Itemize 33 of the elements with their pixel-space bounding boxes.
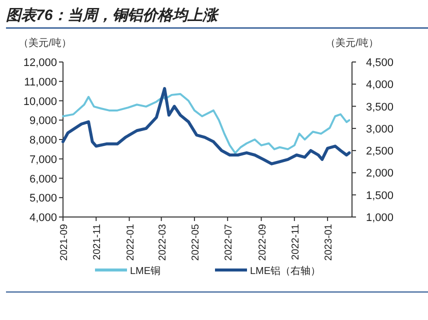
x-tick-label: 2022-05 [190,224,202,261]
y-tick-label: 7,000 [29,154,57,166]
y-tick-label: 9,000 [29,115,57,128]
y-tick-label: 12,000 [23,57,57,69]
x-tick-label: 2022-07 [224,224,235,261]
y2-tick-label: 3,000 [366,123,394,136]
y-axis-title: （美元/吨） [18,37,72,49]
x-tick-label: 2021-09 [59,224,70,261]
legend-label: LME铜 [130,266,161,277]
y-tick-label: 8,000 [29,134,57,146]
legend-label: LME铝（右轴） [250,265,321,277]
y2-tick-label: 4,500 [366,57,394,69]
y2-axis-title: （美元/吨） [326,37,378,49]
y2-tick-label: 1,500 [366,190,394,202]
x-tick-label: 2022-01 [125,224,136,261]
x-tick-label: 2022-09 [257,224,268,261]
y-tick-label: 4,000 [29,212,57,224]
y2-tick-label: 3,500 [366,101,394,114]
line-series [62,92,350,154]
x-tick-label: 2022-11 [290,224,302,260]
y-tick-label: 11,000 [24,76,57,88]
y-tick-label: 10,000 [23,96,57,108]
y2-tick-label: 2,000 [366,168,394,180]
x-tick-label: 2021-11 [92,224,104,260]
y2-tick-label: 4,000 [366,79,394,92]
y2-tick-label: 2,500 [366,146,394,158]
y-tick-label: 6,000 [29,173,57,186]
x-tick-label: 2022-03 [157,224,168,261]
y2-tick-label: 1,000 [366,212,394,224]
line-series [62,87,351,166]
x-tick-label: 2023-01 [324,224,335,261]
chart-title: 图表76：当周，铜铝价格均上涨 [6,7,220,24]
y-tick-label: 5,000 [29,192,57,205]
